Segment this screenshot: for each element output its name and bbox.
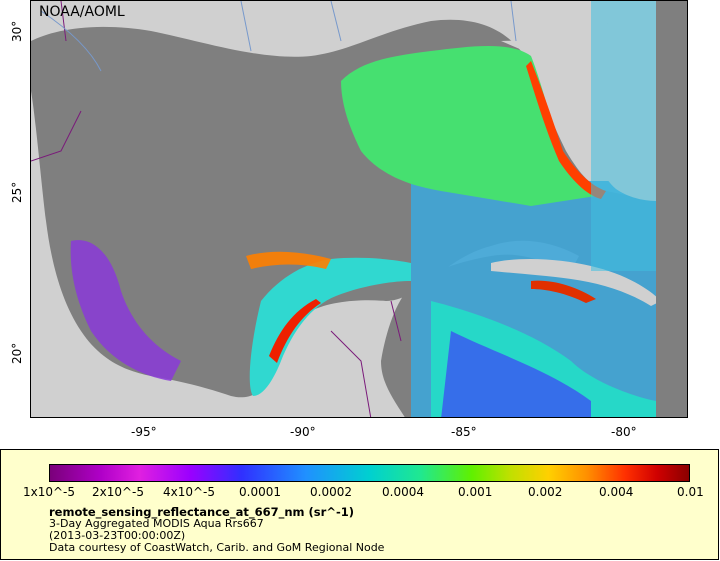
lon-tick: -95° xyxy=(131,425,157,439)
lat-tick: 25° xyxy=(10,181,24,203)
colorbar-tick: 0.01 xyxy=(677,485,704,499)
colorbar-tick: 0.002 xyxy=(528,485,563,499)
east-coast-data-strip xyxy=(591,1,656,271)
florida-shelf-data xyxy=(341,46,596,206)
colorbar-tick: 0.0002 xyxy=(310,485,352,499)
legend-panel: 1x10^-5 2x10^-5 4x10^-5 0.0001 0.0002 0.… xyxy=(0,449,719,560)
lon-tick: -85° xyxy=(451,425,477,439)
no-data-strip xyxy=(656,1,687,417)
legend-time: (2013-03-23T00:00:00Z) xyxy=(49,529,186,542)
colorbar-tick: 1x10^-5 xyxy=(23,485,76,499)
colorbar-tick: 0.0001 xyxy=(239,485,281,499)
florida-coast-red xyxy=(526,61,606,199)
cuba-red-shelf xyxy=(531,280,596,303)
map-credit-label: NOAA/AOML xyxy=(39,4,125,20)
state-borders xyxy=(31,1,402,417)
yucatan-coast-red xyxy=(269,299,321,363)
yucatan-coast-data xyxy=(249,257,411,396)
map-canvas xyxy=(31,1,687,417)
central-orange-patch xyxy=(246,251,331,269)
west-gulf-purple xyxy=(70,240,181,381)
colorbar-tick: 0.001 xyxy=(458,485,493,499)
lon-tick: -80° xyxy=(611,425,637,439)
cuba-island xyxy=(491,259,661,306)
lat-tick: 20° xyxy=(10,342,24,364)
legend-courtesy: Data courtesy of CoastWatch, Carib. and … xyxy=(49,541,385,554)
colorbar xyxy=(49,464,690,482)
caribbean-blue-patches xyxy=(441,331,591,417)
colorbar-tick: 0.004 xyxy=(599,485,634,499)
lat-tick: 30° xyxy=(10,20,24,42)
colorbar-tick: 0.0004 xyxy=(382,485,424,499)
legend-variable-name: remote_sensing_reflectance_at_667_nm (sr… xyxy=(49,505,354,519)
colorbar-tick: 4x10^-5 xyxy=(163,485,216,499)
legend-dataset-name: 3-Day Aggregated MODIS Aqua Rrs667 xyxy=(49,517,264,530)
lon-tick: -90° xyxy=(290,425,316,439)
rivers xyxy=(40,1,517,72)
map-panel[interactable]: NOAA/AOML xyxy=(30,0,688,418)
colorbar-tick: 2x10^-5 xyxy=(92,485,145,499)
